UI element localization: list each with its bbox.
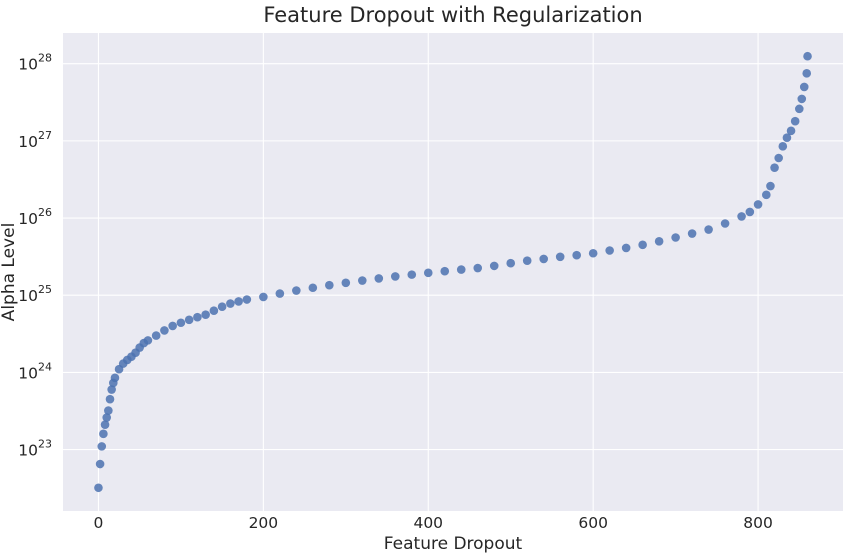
data-point — [770, 163, 779, 172]
x-tick-label: 200 — [249, 514, 279, 532]
data-point — [94, 483, 103, 493]
x-tick-label: 600 — [578, 514, 608, 532]
data-point — [440, 266, 450, 276]
data-point — [737, 212, 746, 221]
data-point — [762, 190, 771, 200]
data-point — [209, 306, 219, 316]
y-tick-labels: 1023 1024 1025 1026 1027 1028 — [18, 52, 52, 460]
x-axis-label: Feature Dropout — [384, 534, 523, 554]
data-point — [720, 219, 730, 228]
y-tick-label: 1028 — [18, 52, 52, 74]
data-point — [638, 240, 647, 250]
data-point — [341, 278, 351, 288]
y-tick-label: 1026 — [18, 206, 52, 228]
data-point — [766, 181, 775, 191]
plot-area — [63, 33, 843, 511]
data-point — [704, 225, 713, 234]
data-point — [193, 312, 202, 322]
data-point — [687, 229, 697, 238]
data-point — [555, 252, 565, 262]
y-axis-label: Alpha Level — [0, 223, 19, 322]
data-point — [160, 326, 169, 335]
data-point — [621, 243, 631, 253]
data-point — [143, 336, 153, 345]
x-tick-labels: 0 200 400 600 800 — [94, 514, 773, 532]
data-point — [795, 104, 804, 114]
chart-title: Feature Dropout with Regularization — [263, 3, 642, 27]
data-point — [797, 94, 807, 104]
data-points — [94, 51, 812, 493]
x-tick-label: 0 — [94, 514, 104, 532]
data-point — [201, 310, 210, 319]
data-point — [325, 280, 334, 290]
data-point — [778, 142, 788, 151]
data-point — [102, 413, 111, 422]
data-point — [242, 295, 252, 304]
data-point — [745, 207, 755, 217]
data-point — [802, 69, 812, 78]
data-point — [151, 331, 161, 340]
y-tick-label: 1025 — [18, 283, 52, 305]
data-point — [790, 116, 800, 126]
data-point — [100, 420, 110, 430]
data-point — [753, 200, 763, 209]
data-point — [456, 265, 466, 274]
data-point — [588, 248, 598, 258]
data-point — [671, 233, 680, 242]
data-point — [407, 270, 417, 279]
data-point — [605, 246, 614, 255]
data-point — [786, 126, 796, 136]
data-point — [390, 272, 400, 281]
y-tick-label: 1024 — [18, 360, 52, 382]
data-point — [110, 373, 120, 383]
y-tick-label: 1027 — [18, 129, 52, 151]
data-point — [506, 258, 516, 268]
data-point — [99, 429, 108, 439]
data-point — [292, 286, 301, 295]
data-point — [308, 283, 318, 293]
data-point — [107, 385, 116, 394]
x-tick-label: 800 — [743, 514, 773, 532]
data-point — [176, 318, 186, 328]
data-point — [539, 254, 548, 264]
x-tick-label: 400 — [413, 514, 443, 532]
data-point — [184, 315, 194, 325]
data-point — [104, 406, 113, 415]
data-point — [654, 236, 664, 246]
data-point — [168, 321, 177, 331]
data-point — [782, 133, 792, 142]
data-point — [799, 82, 809, 92]
data-point — [234, 297, 243, 306]
data-point — [226, 299, 235, 308]
data-point — [97, 442, 107, 451]
data-point — [489, 261, 499, 271]
data-point — [259, 292, 268, 302]
data-point — [95, 459, 105, 469]
data-point — [358, 276, 367, 285]
data-point — [803, 51, 812, 61]
data-point — [473, 263, 483, 273]
data-point — [774, 153, 783, 163]
data-point — [217, 302, 227, 312]
data-point — [275, 289, 285, 298]
data-point — [572, 250, 581, 260]
data-point — [423, 268, 433, 278]
data-point — [522, 256, 532, 266]
y-tick-label: 1023 — [18, 438, 52, 460]
data-point — [105, 394, 115, 404]
data-point — [374, 274, 384, 283]
